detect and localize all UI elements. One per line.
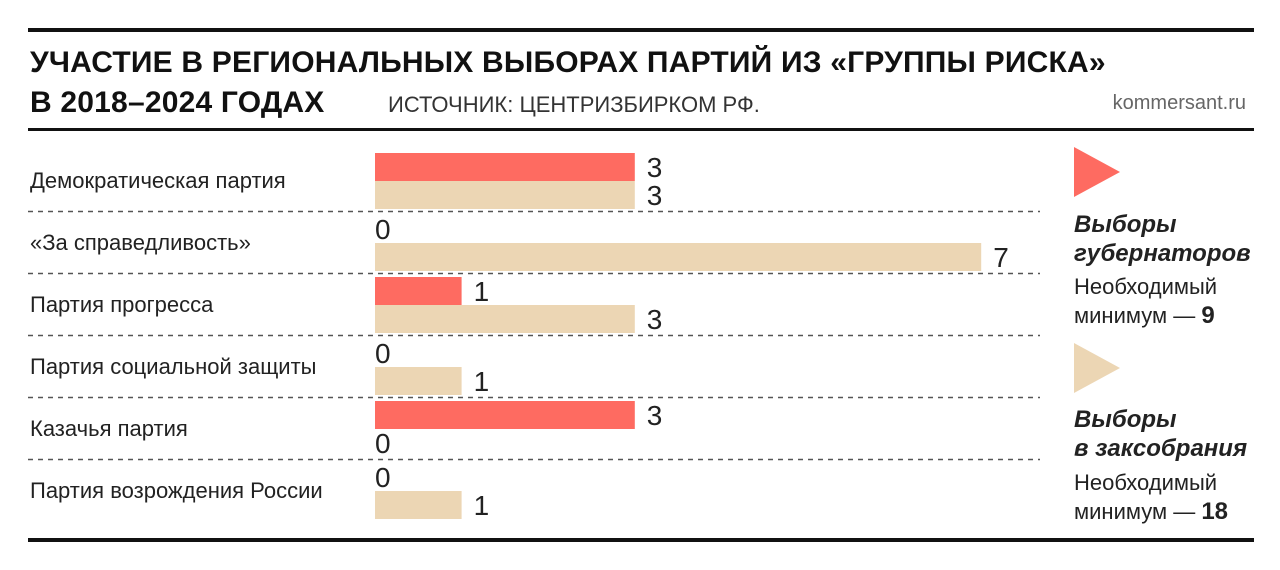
- chart-title-line2: В 2018–2024 ГОДАХ: [30, 86, 325, 119]
- data-label: 0: [375, 428, 391, 459]
- assemblies-legend-note-line2: минимум — 18: [1074, 497, 1228, 526]
- data-label: 0: [375, 214, 391, 245]
- bar: [375, 367, 462, 395]
- governors-legend-title: Выборы губернаторов: [1074, 211, 1251, 267]
- source-note: ИСТОЧНИК: ЦЕНТРИЗБИРКОМ РФ.: [388, 92, 760, 117]
- header-rule: [28, 128, 1254, 131]
- bar: [375, 305, 635, 333]
- bar: [375, 491, 462, 519]
- category-label: Казачья партия: [30, 416, 188, 441]
- category-label: Партия возрождения России: [30, 478, 323, 503]
- data-label: 1: [474, 276, 490, 307]
- top-rule: [28, 28, 1254, 32]
- category-label: Партия прогресса: [30, 292, 214, 317]
- data-label: 1: [474, 490, 490, 521]
- bar: [375, 401, 635, 429]
- assemblies-legend-title: Выборы в заксобрания: [1074, 406, 1248, 462]
- bar: [375, 153, 635, 181]
- data-label: 3: [647, 400, 663, 431]
- bottom-rule: [28, 538, 1254, 542]
- data-label: 3: [647, 152, 663, 183]
- bar: [375, 181, 635, 209]
- governors-legend-note-line2: минимум — 9: [1074, 301, 1215, 330]
- category-label: Партия социальной защиты: [30, 354, 316, 379]
- data-label: 7: [993, 242, 1009, 273]
- chart-title-line1: УЧАСТИЕ В РЕГИОНАЛЬНЫХ ВЫБОРАХ ПАРТИЙ ИЗ…: [30, 46, 1106, 79]
- data-label: 0: [375, 338, 391, 369]
- governors-minimum-value: 9: [1201, 302, 1215, 329]
- bar: [375, 243, 982, 271]
- governors-legend-note-line1: Необходимый: [1074, 274, 1218, 299]
- data-label: 3: [647, 180, 663, 211]
- governors-legend-triangle-icon: [1074, 147, 1120, 197]
- bar: [375, 277, 462, 305]
- category-label: Демократическая партия: [30, 168, 286, 193]
- assemblies-minimum-label: минимум —: [1074, 499, 1202, 524]
- site-credit: kommersant.ru: [1112, 92, 1246, 114]
- data-label: 1: [474, 366, 490, 397]
- category-label: «За справедливость»: [30, 230, 251, 255]
- assemblies-legend-triangle-icon: [1074, 343, 1120, 393]
- data-label: 3: [647, 304, 663, 335]
- assemblies-legend-note-line1: Необходимый: [1074, 470, 1218, 495]
- governors-minimum-label: минимум —: [1074, 303, 1202, 328]
- data-label: 0: [375, 462, 391, 493]
- assemblies-minimum-value: 18: [1201, 498, 1229, 525]
